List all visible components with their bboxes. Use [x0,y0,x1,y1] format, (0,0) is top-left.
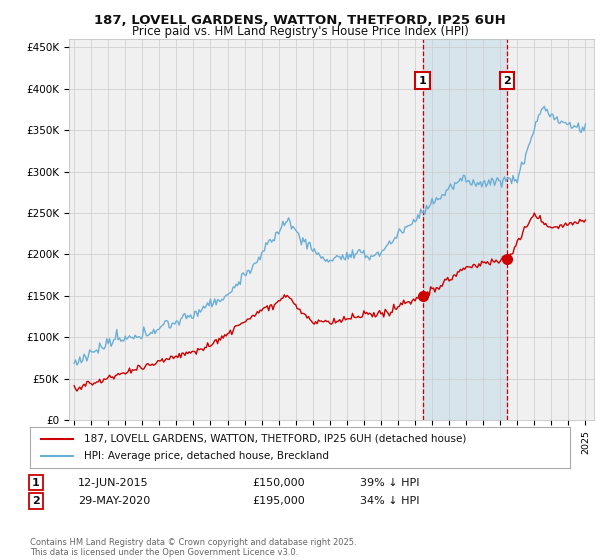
Text: 34% ↓ HPI: 34% ↓ HPI [360,496,419,506]
Text: 187, LOVELL GARDENS, WATTON, THETFORD, IP25 6UH (detached house): 187, LOVELL GARDENS, WATTON, THETFORD, I… [84,433,466,444]
Text: 2: 2 [503,76,511,86]
Text: Price paid vs. HM Land Registry's House Price Index (HPI): Price paid vs. HM Land Registry's House … [131,25,469,38]
Text: 12-JUN-2015: 12-JUN-2015 [78,478,149,488]
Bar [422,39,507,420]
Text: £150,000: £150,000 [252,478,305,488]
Text: £195,000: £195,000 [252,496,305,506]
Text: 187, LOVELL GARDENS, WATTON, THETFORD, IP25 6UH: 187, LOVELL GARDENS, WATTON, THETFORD, I… [94,14,506,27]
Text: Contains HM Land Registry data © Crown copyright and database right 2025.
This d: Contains HM Land Registry data © Crown c… [30,538,356,557]
Text: 1: 1 [419,76,427,86]
Text: 1: 1 [32,478,40,488]
Text: 2: 2 [32,496,40,506]
Text: HPI: Average price, detached house, Breckland: HPI: Average price, detached house, Brec… [84,451,329,461]
Text: 39% ↓ HPI: 39% ↓ HPI [360,478,419,488]
Text: 29-MAY-2020: 29-MAY-2020 [78,496,150,506]
